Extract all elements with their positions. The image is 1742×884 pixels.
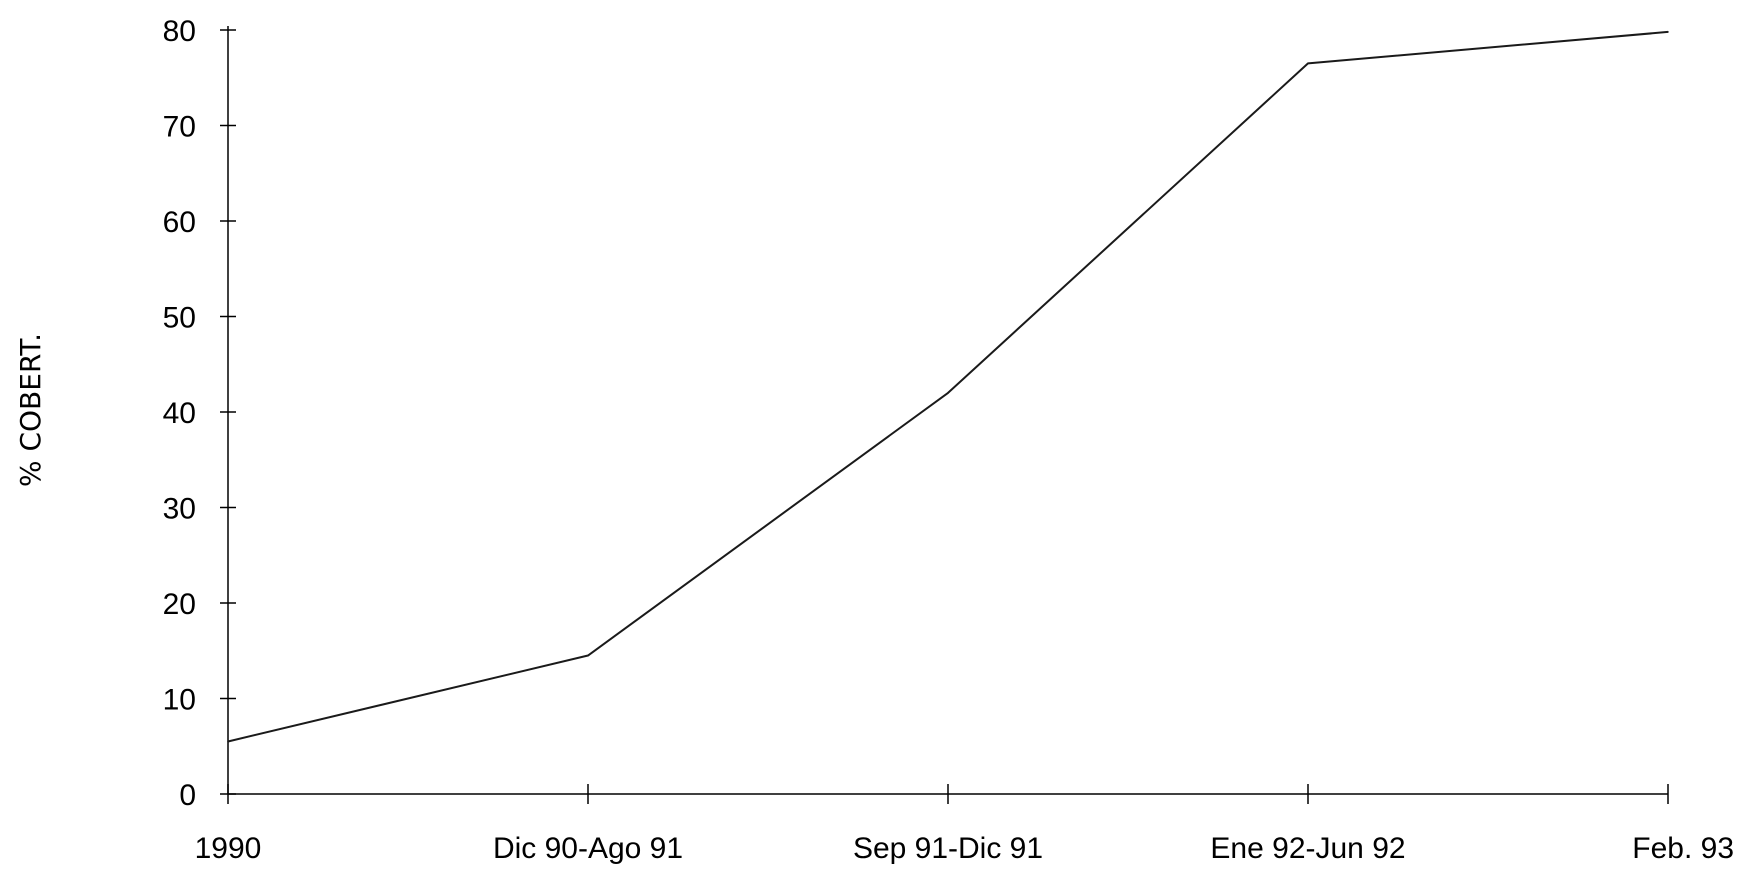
data-point xyxy=(947,392,949,394)
y-tick-label: 0 xyxy=(179,779,196,812)
y-tick-label: 70 xyxy=(163,111,196,144)
data-point xyxy=(1307,62,1309,65)
y-tick-label: 80 xyxy=(163,15,196,48)
x-tick-label: Sep 91-Dic 91 xyxy=(853,832,1043,865)
data-point xyxy=(227,740,229,743)
y-tick-label: 40 xyxy=(163,397,196,430)
y-tick-label: 10 xyxy=(163,684,196,717)
y-tick-label: 50 xyxy=(163,302,196,335)
y-tick-label: 60 xyxy=(163,206,196,239)
y-tick-label: 20 xyxy=(163,588,196,621)
data-point xyxy=(1667,31,1669,33)
data-point xyxy=(587,654,589,657)
x-tick-label: Ene 92-Jun 92 xyxy=(1210,832,1405,865)
tick-labels: 0 10 20 30 40 50 60 70 80 1990 Dic 90-Ago 91 Sep 91… xyxy=(163,15,1734,865)
ticks xyxy=(220,29,1669,804)
x-tick-label: 1990 xyxy=(195,832,262,865)
x-tick-label: Feb. 93 xyxy=(1632,832,1734,865)
x-tick-label: Dic 90-Ago 91 xyxy=(493,832,683,865)
axes xyxy=(227,26,1668,795)
y-tick-label: 30 xyxy=(163,493,196,526)
series xyxy=(227,30,1669,743)
series-line xyxy=(227,30,1669,743)
y-axis-title: % COBERT. xyxy=(14,333,47,487)
